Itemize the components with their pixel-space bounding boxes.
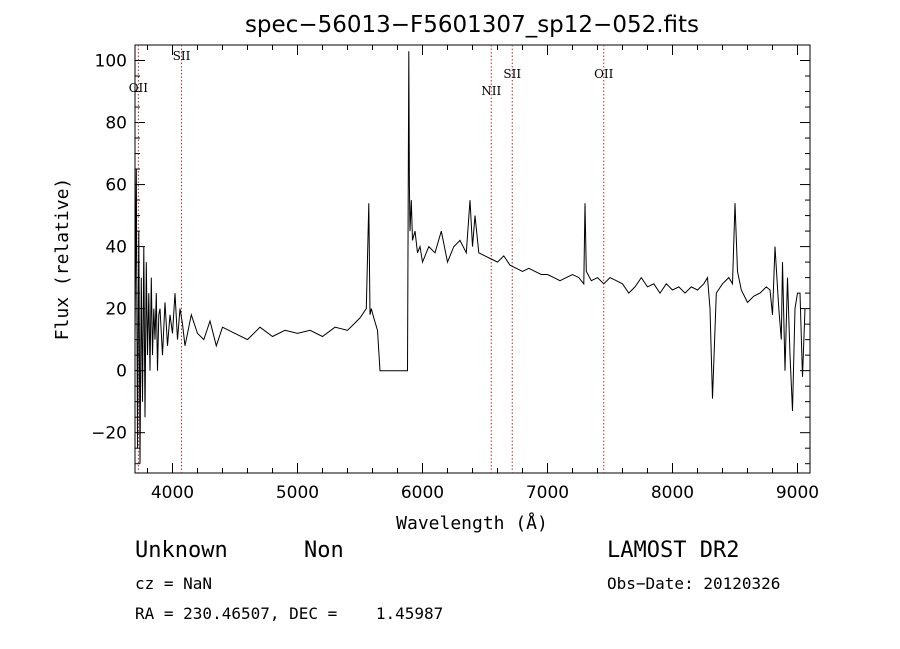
- x-tick-label: 6000: [401, 483, 444, 503]
- emission-line-label: OII: [594, 67, 614, 81]
- emission-line-label: NII: [481, 84, 501, 98]
- x-tick-label: 7000: [526, 483, 569, 503]
- emission-line-label: OII: [129, 81, 149, 95]
- y-tick-label: 20: [105, 300, 127, 320]
- y-tick-label: 60: [105, 176, 127, 196]
- x-axis-label: Wavelength (Å): [396, 512, 548, 534]
- coordinates-readout: RA = 230.46507, DEC = 1.45987: [135, 604, 444, 623]
- redshift-readout: cz = NaN: [135, 574, 213, 593]
- survey-name: LAMOST DR2: [607, 538, 740, 563]
- x-tick-label: 8000: [651, 483, 694, 503]
- x-tick-label: 5000: [276, 483, 319, 503]
- y-tick-label: 100: [95, 52, 127, 72]
- y-axis-label: Flux (relative): [52, 178, 73, 341]
- x-tick-label: 9000: [776, 483, 819, 503]
- y-tick-label: 40: [105, 238, 127, 258]
- y-tick-label: −20: [91, 424, 127, 444]
- axis-ticks: 4000 5000 6000 7000 8000 9000 −20 0 20 40 60 80 100: [91, 44, 819, 503]
- spectrum-series-line: [134, 51, 806, 464]
- y-tick-label: 80: [105, 114, 127, 134]
- emission-line-label: SII: [503, 67, 521, 81]
- plot-frame: [134, 44, 811, 474]
- object-class: Unknown: [135, 538, 228, 563]
- x-tick-label: 4000: [151, 483, 194, 503]
- emission-line-label: SII: [173, 49, 191, 63]
- object-subclass: Non: [304, 538, 344, 563]
- obs-date: Obs−Date: 20120326: [607, 574, 781, 593]
- y-tick-label: 0: [116, 362, 127, 382]
- chart-title: spec−56013−F5601307_sp12−052.fits: [245, 12, 699, 38]
